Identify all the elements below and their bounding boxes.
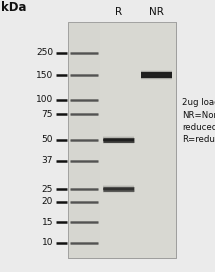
Bar (137, 22, 176, 258)
Text: 100: 100 (36, 95, 53, 104)
Bar (68, 22, 176, 258)
Text: R: R (115, 7, 122, 17)
Text: 150: 150 (36, 71, 53, 80)
Bar (100, 22, 137, 258)
Text: 37: 37 (41, 156, 53, 165)
Bar (68, 22, 176, 258)
Text: 25: 25 (42, 185, 53, 194)
Text: 250: 250 (36, 48, 53, 57)
Text: 15: 15 (41, 218, 53, 227)
Text: 75: 75 (41, 110, 53, 119)
Text: 50: 50 (41, 135, 53, 144)
Text: kDa: kDa (1, 1, 27, 14)
Text: 2ug loading
NR=Non-
reduced
R=reduced: 2ug loading NR=Non- reduced R=reduced (182, 98, 215, 144)
Text: 20: 20 (42, 197, 53, 206)
Bar (68, 22, 100, 258)
Text: NR: NR (149, 7, 164, 17)
Text: 10: 10 (41, 238, 53, 247)
